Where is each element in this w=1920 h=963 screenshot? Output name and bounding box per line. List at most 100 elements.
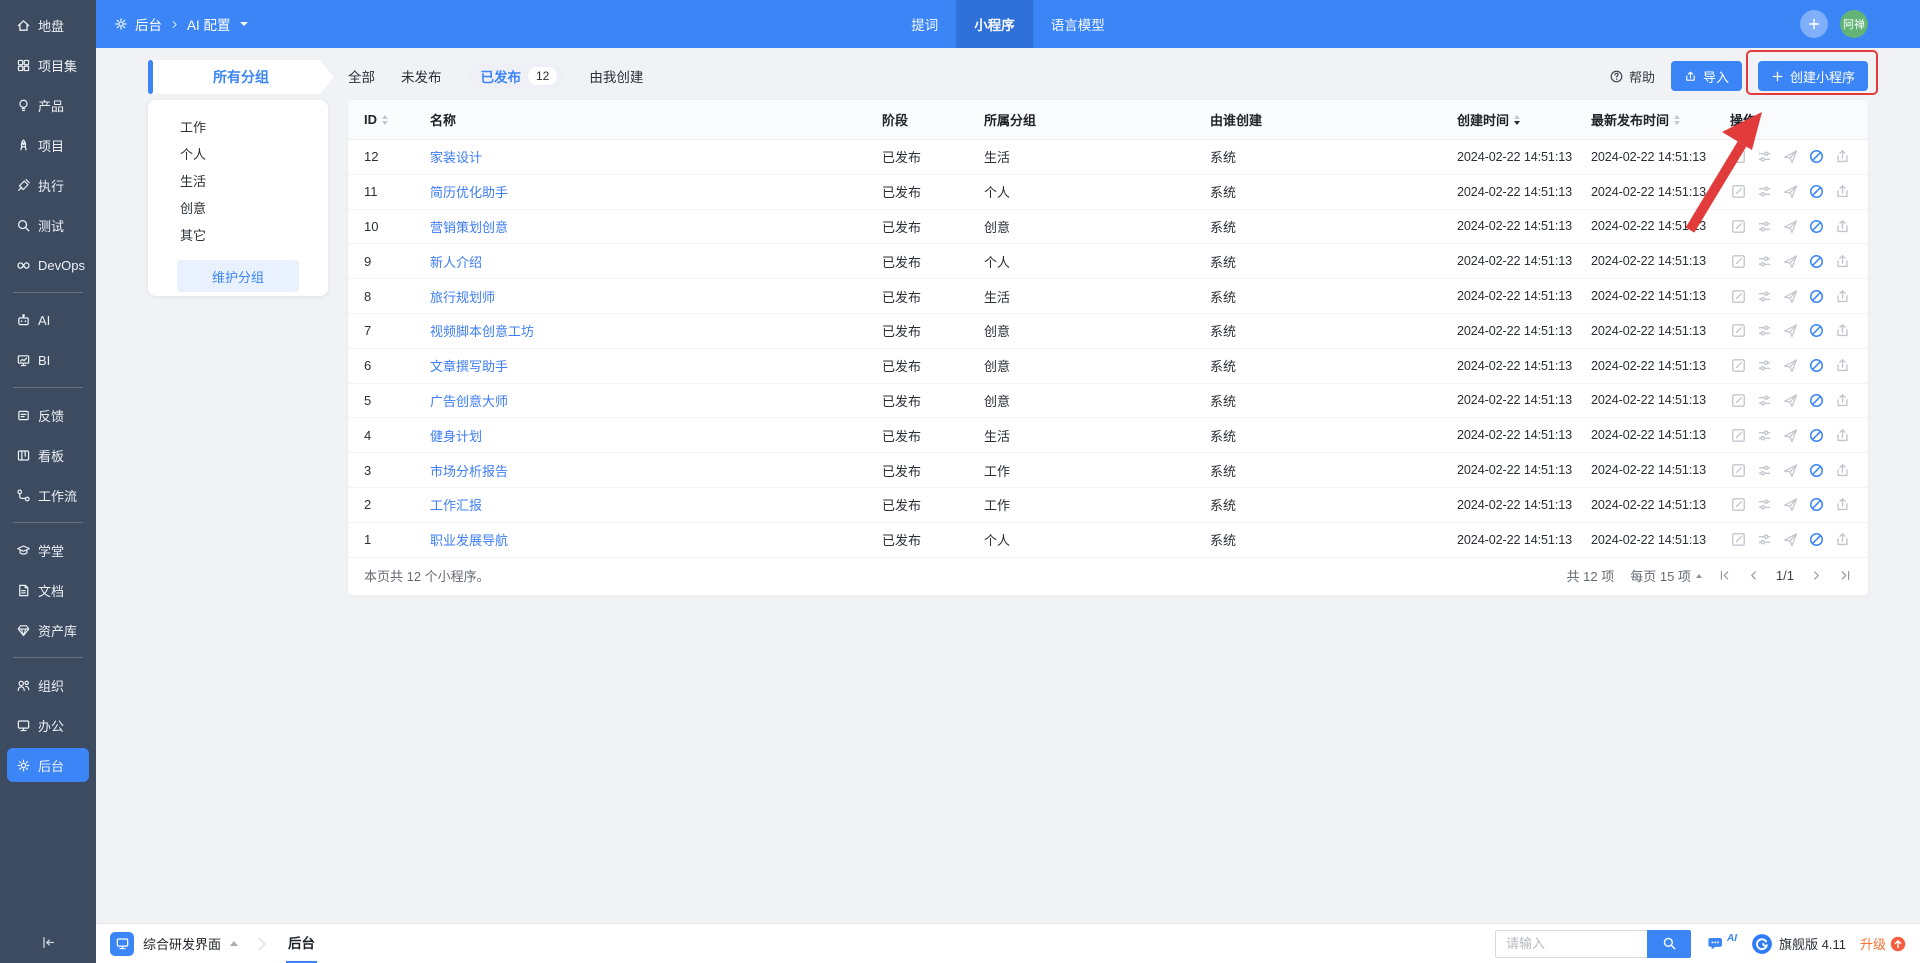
column-header-published[interactable]: 最新发布时间: [1591, 110, 1730, 129]
edit-button[interactable]: [1730, 183, 1747, 200]
miniapp-link[interactable]: 市场分析报告: [430, 463, 509, 479]
send-button[interactable]: [1782, 218, 1799, 235]
sidebar-item-workflow[interactable]: 工作流: [7, 475, 89, 515]
config-button[interactable]: [1756, 427, 1773, 444]
send-button[interactable]: [1782, 357, 1799, 374]
maintain-groups-button[interactable]: 维护分组: [177, 260, 299, 292]
miniapp-link[interactable]: 视频脚本创意工坊: [430, 324, 535, 340]
export-button[interactable]: [1834, 462, 1851, 479]
sidebar-item-chart[interactable]: BI: [7, 340, 89, 380]
config-button[interactable]: [1756, 148, 1773, 165]
sidebar-item-kanban[interactable]: 看板: [7, 435, 89, 475]
config-button[interactable]: [1756, 496, 1773, 513]
sidebar-item-gem[interactable]: 资产库: [7, 610, 89, 650]
disable-button[interactable]: [1808, 531, 1825, 548]
export-button[interactable]: [1834, 531, 1851, 548]
edit-button[interactable]: [1730, 288, 1747, 305]
export-button[interactable]: [1834, 496, 1851, 513]
config-button[interactable]: [1756, 392, 1773, 409]
config-button[interactable]: [1756, 253, 1773, 270]
last-page-button[interactable]: [1839, 569, 1852, 582]
tab-model[interactable]: 语言模型: [1050, 18, 1105, 33]
sidebar-item-robot[interactable]: AI: [7, 300, 89, 340]
sidebar-item-rocket[interactable]: 项目: [7, 125, 89, 165]
search-button[interactable]: [1647, 929, 1692, 958]
disable-button[interactable]: [1808, 462, 1825, 479]
group-item[interactable]: 生活: [180, 174, 207, 189]
miniapp-link[interactable]: 广告创意大师: [430, 393, 509, 409]
miniapp-link[interactable]: 简历优化助手: [430, 185, 509, 201]
collapse-sidebar-button[interactable]: [0, 921, 96, 963]
export-button[interactable]: [1834, 392, 1851, 409]
disable-button[interactable]: [1808, 218, 1825, 235]
avatar[interactable]: 阿禅: [1840, 10, 1868, 38]
next-page-button[interactable]: [1810, 569, 1823, 582]
export-button[interactable]: [1834, 218, 1851, 235]
breadcrumb-current[interactable]: AI 配置: [187, 18, 231, 33]
config-button[interactable]: [1756, 357, 1773, 374]
disable-button[interactable]: [1808, 392, 1825, 409]
disable-button[interactable]: [1808, 253, 1825, 270]
miniapp-link[interactable]: 旅行规划师: [430, 289, 496, 305]
bottom-search-input[interactable]: [1495, 929, 1648, 958]
edit-button[interactable]: [1730, 218, 1747, 235]
send-button[interactable]: [1782, 322, 1799, 339]
miniapp-link[interactable]: 新人介绍: [430, 254, 483, 270]
send-button[interactable]: [1782, 148, 1799, 165]
edit-button[interactable]: [1730, 322, 1747, 339]
config-button[interactable]: [1756, 183, 1773, 200]
sidebar-item-doc[interactable]: 文档: [7, 570, 89, 610]
send-button[interactable]: [1782, 253, 1799, 270]
sidebar-item-feedback[interactable]: 反馈: [7, 395, 89, 435]
miniapp-link[interactable]: 工作汇报: [430, 498, 483, 514]
sidebar-item-bulb[interactable]: 产品: [7, 85, 89, 125]
export-button[interactable]: [1834, 357, 1851, 374]
disable-button[interactable]: [1808, 496, 1825, 513]
send-button[interactable]: [1782, 183, 1799, 200]
sidebar-item-gear[interactable]: 后台: [7, 748, 89, 782]
export-button[interactable]: [1834, 148, 1851, 165]
edit-button[interactable]: [1730, 531, 1747, 548]
sidebar-item-grid[interactable]: 项目集: [7, 45, 89, 85]
column-header-id[interactable]: ID: [364, 112, 430, 127]
filter-tab-mine[interactable]: 由我创建: [589, 66, 643, 86]
config-button[interactable]: [1756, 218, 1773, 235]
sidebar-item-infinity[interactable]: DevOps: [7, 245, 89, 285]
edit-button[interactable]: [1730, 496, 1747, 513]
create-miniapp-button[interactable]: 创建小程序: [1757, 61, 1868, 91]
miniapp-link[interactable]: 文章撰写助手: [430, 359, 509, 375]
send-button[interactable]: [1782, 288, 1799, 305]
send-button[interactable]: [1782, 531, 1799, 548]
upgrade-button[interactable]: 升级: [1860, 934, 1906, 953]
filter-tab-all[interactable]: 全部: [348, 66, 375, 86]
miniapp-link[interactable]: 家装设计: [430, 150, 483, 166]
disable-button[interactable]: [1808, 427, 1825, 444]
edit-button[interactable]: [1730, 357, 1747, 374]
send-button[interactable]: [1782, 392, 1799, 409]
sidebar-item-magnifier[interactable]: 测试: [7, 205, 89, 245]
export-button[interactable]: [1834, 427, 1851, 444]
disable-button[interactable]: [1808, 183, 1825, 200]
sidebar-item-dart[interactable]: 执行: [7, 165, 89, 205]
tab-miniapp[interactable]: 小程序: [956, 0, 1033, 48]
config-button[interactable]: [1756, 288, 1773, 305]
disable-button[interactable]: [1808, 288, 1825, 305]
breadcrumb-root[interactable]: 后台: [135, 18, 162, 33]
group-item[interactable]: 创意: [180, 201, 207, 216]
export-button[interactable]: [1834, 183, 1851, 200]
first-page-button[interactable]: [1718, 569, 1731, 582]
edit-button[interactable]: [1730, 427, 1747, 444]
config-button[interactable]: [1756, 531, 1773, 548]
export-button[interactable]: [1834, 288, 1851, 305]
miniapp-link[interactable]: 健身计划: [430, 428, 483, 444]
sidebar-item-monitor[interactable]: 办公: [7, 705, 89, 745]
config-button[interactable]: [1756, 462, 1773, 479]
group-item[interactable]: 工作: [180, 120, 207, 135]
column-header-created[interactable]: 创建时间: [1457, 110, 1591, 129]
edit-button[interactable]: [1730, 462, 1747, 479]
export-button[interactable]: [1834, 322, 1851, 339]
prev-page-button[interactable]: [1747, 569, 1760, 582]
workspace-switcher[interactable]: 综合研发界面: [110, 931, 239, 956]
add-button[interactable]: [1800, 10, 1828, 38]
disable-button[interactable]: [1808, 357, 1825, 374]
